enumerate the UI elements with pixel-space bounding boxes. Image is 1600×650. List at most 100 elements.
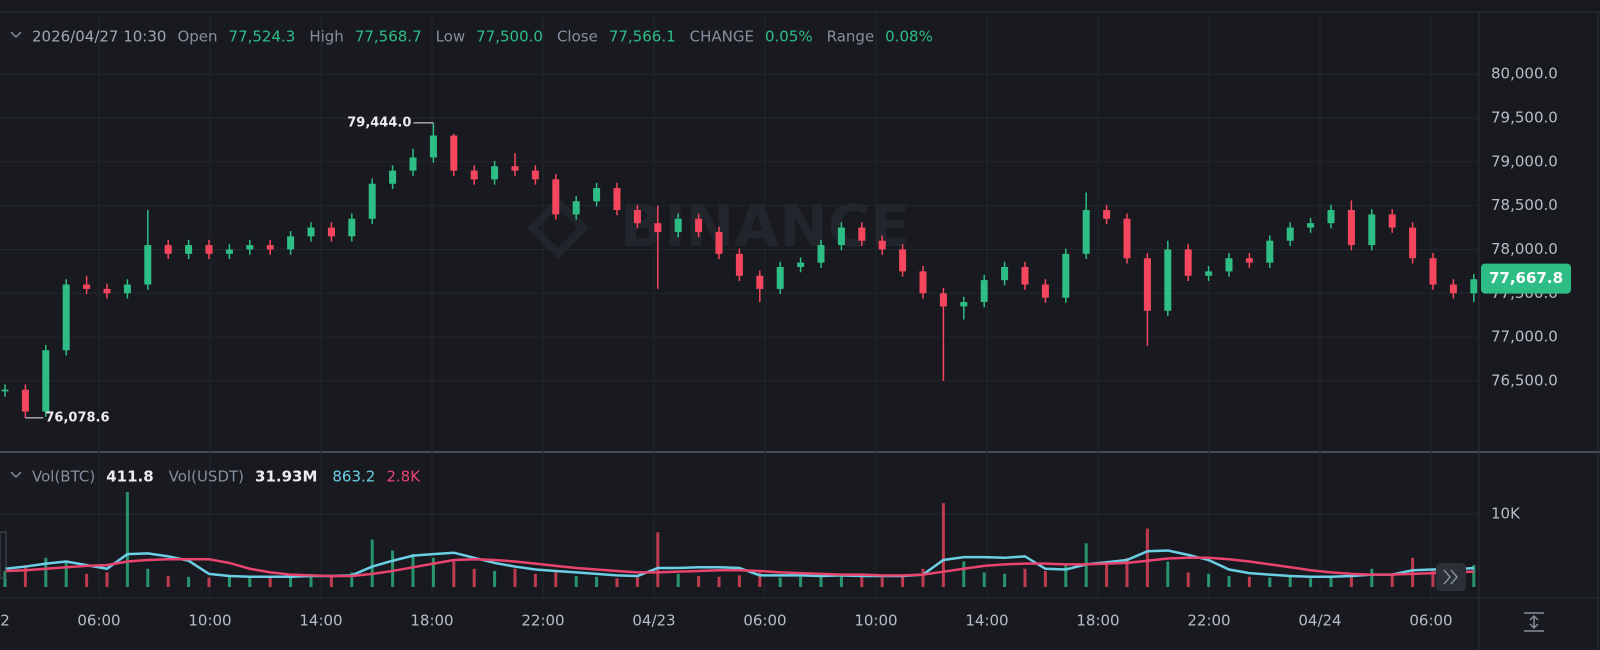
candle-body (1062, 253, 1070, 298)
candle-body (1205, 271, 1213, 276)
watermark: BINANCE (620, 192, 910, 260)
y-tick-label: 77,000.0 (1491, 328, 1558, 346)
candle-body (837, 227, 845, 246)
legend-label: Vol(USDT) (169, 468, 244, 486)
candle-body (225, 249, 233, 254)
volume-bar (1247, 576, 1251, 587)
volume-bar (737, 575, 741, 587)
candle-body (1327, 210, 1335, 224)
volume-bar (125, 492, 129, 587)
volume-bar (758, 572, 762, 587)
x-tick-label: 04/23 (632, 612, 675, 630)
candle-body (960, 302, 968, 307)
candle-body (878, 240, 886, 250)
volume-bar (1145, 528, 1149, 587)
left-handle[interactable] (0, 531, 7, 579)
volume-bar (1268, 577, 1272, 587)
volume-bar (1125, 557, 1129, 587)
candle-body (1409, 227, 1417, 259)
volume-bar (1431, 570, 1435, 587)
volume-bar (248, 578, 252, 587)
candle-body (185, 245, 193, 254)
candle-body (348, 218, 356, 237)
watermark-logo (526, 196, 590, 260)
scroll-right-icon (1443, 569, 1458, 585)
collapse-chevron[interactable] (10, 471, 22, 479)
volume-bar (1166, 561, 1170, 587)
last-price-label: 77,667.8 (1489, 269, 1563, 287)
volume-ma-line (4, 549, 1474, 579)
legend-label: CHANGE (690, 28, 754, 46)
candle-body (83, 284, 91, 289)
volume-bar (819, 576, 823, 587)
volume-bar (1186, 572, 1190, 587)
volume-bar (860, 576, 864, 587)
candle-body (470, 170, 478, 180)
volume-bar (1023, 568, 1027, 587)
candle-body (756, 275, 764, 289)
candle-body (205, 245, 213, 254)
candle-body (511, 166, 519, 171)
volume-bar (880, 577, 884, 587)
candle-body (1245, 258, 1253, 263)
volume-bar (431, 557, 435, 587)
candle-body (123, 284, 131, 294)
candle-body (1184, 249, 1192, 276)
volume-bar (350, 572, 354, 587)
collapse-chevron[interactable] (10, 31, 22, 39)
candle-body (246, 245, 254, 250)
candle-body (531, 170, 539, 180)
candle-body (1123, 218, 1131, 259)
volume-bar (574, 576, 578, 587)
auto-scale-button[interactable] (1524, 612, 1544, 632)
x-tick-label: 22:00 (1187, 612, 1230, 630)
x-tick-label: 18:00 (410, 612, 453, 630)
x-tick-label: 06:00 (1409, 612, 1452, 630)
candle-body (429, 135, 437, 158)
x-tick-label: 04/24 (1298, 612, 1341, 630)
x-tick-label: 06:00 (743, 612, 786, 630)
y-tick-label: 80,000.0 (1491, 65, 1558, 83)
x-tick-label: 2 (0, 612, 10, 630)
candle-body (633, 210, 641, 224)
legend-value: 77,566.1 (609, 28, 676, 46)
volume-bar (472, 568, 476, 587)
volume-bar (85, 573, 89, 587)
candle-body (164, 245, 172, 254)
legend-value: 0.08% (885, 28, 933, 46)
candle-body (1225, 258, 1233, 272)
max-marker-label: 79,444.0 (347, 115, 411, 130)
legend-value: 0.05% (765, 28, 813, 46)
scroll-right-button[interactable] (1436, 563, 1466, 591)
volume-bar (1043, 570, 1047, 587)
volume-bar (1349, 573, 1353, 587)
candle-body (1368, 214, 1376, 246)
legend-value: 77,524.3 (229, 28, 296, 46)
legend-label: Range (827, 28, 875, 46)
candle-body (715, 231, 723, 254)
grid (0, 12, 1479, 598)
candle-body (593, 188, 601, 202)
volume-bar (289, 577, 293, 587)
y-tick-label: 79,000.0 (1491, 152, 1558, 170)
volume-bar (799, 576, 803, 587)
legend-value: 31.93M (255, 468, 317, 486)
volume-bar (941, 503, 945, 587)
candle-body (1266, 240, 1274, 263)
volume-legend: Vol(BTC) 411.8 Vol(USDT) 31.93M 863.2 2.8K (32, 468, 421, 486)
logo-diamond (526, 196, 590, 260)
y-tick-label: 78,000.0 (1491, 240, 1558, 258)
x-tick-label: 18:00 (1076, 612, 1119, 630)
volume-bar (778, 577, 782, 587)
volume-bar (64, 561, 68, 587)
candle-body (1449, 284, 1457, 294)
candle-body (103, 288, 111, 294)
legend-value: 77,568.7 (355, 28, 422, 46)
legend-value: 411.8 (106, 468, 153, 486)
volume-bar (962, 561, 966, 587)
volume-bar (1329, 576, 1333, 587)
candle-body (654, 223, 662, 232)
candle-body (1103, 210, 1111, 219)
candle-body (980, 280, 988, 303)
